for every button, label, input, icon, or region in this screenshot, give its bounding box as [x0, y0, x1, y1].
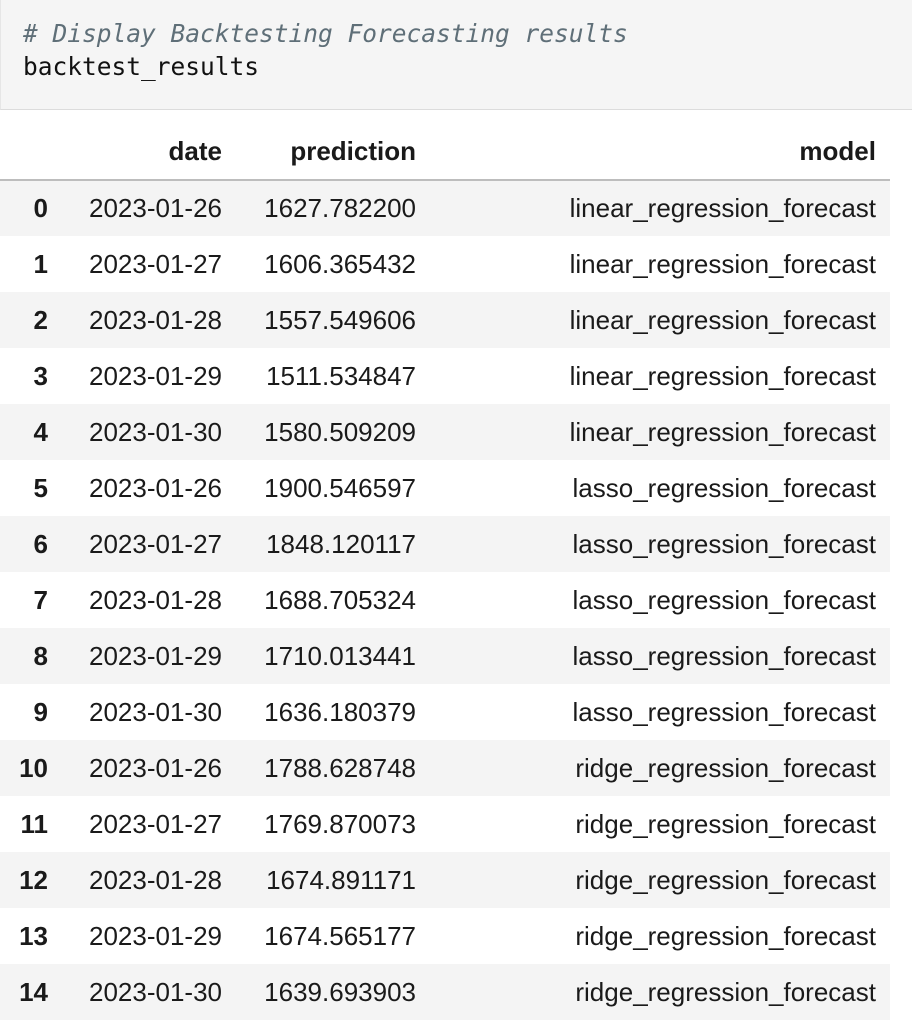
header-prediction: prediction: [236, 124, 430, 181]
model-cell: ridge_regression_forecast: [575, 864, 876, 895]
date-cell: 2023-01-29: [89, 640, 222, 671]
table-row: 13 2023-01-29 1674.565177 ridge_regression_…: [0, 908, 890, 964]
row-index: 11: [20, 808, 49, 839]
row-index: 9: [33, 696, 48, 727]
cell-output: date prediction model 0 2023-01-26 1627.78…: [0, 124, 890, 1020]
row-index: 4: [33, 416, 48, 447]
table-body: 0 2023-01-26 1627.782200 linear_regression_…: [0, 180, 890, 1020]
row-index: 6: [33, 528, 48, 559]
date-cell: 2023-01-26: [89, 193, 222, 223]
code-cell-input[interactable]: # Display Backtesting Forecasting result…: [0, 0, 912, 110]
table-row: 11 2023-01-27 1769.870073 ridge_regression_…: [0, 796, 890, 852]
prediction-cell: 1511.534847: [266, 360, 416, 391]
model-cell: ridge_regression_forecast: [575, 976, 876, 1007]
prediction-cell: 1639.693903: [264, 976, 416, 1007]
table-row: 1 2023-01-27 1606.365432 linear_regression_…: [0, 236, 890, 292]
date-cell: 2023-01-30: [89, 976, 222, 1007]
date-cell: 2023-01-27: [89, 528, 222, 559]
header-index: [0, 124, 62, 181]
table-row: 14 2023-01-30 1639.693903 ridge_regression_…: [0, 964, 890, 1020]
prediction-cell: 1710.013441: [264, 640, 416, 671]
row-index: 1: [33, 248, 48, 279]
table-row: 5 2023-01-26 1900.546597 lasso_regression_f…: [0, 460, 890, 516]
row-index: 5: [33, 472, 48, 503]
prediction-cell: 1788.628748: [264, 752, 416, 783]
row-index: 13: [19, 920, 48, 951]
table-row: 7 2023-01-28 1688.705324 lasso_regression_f…: [0, 572, 890, 628]
header-date: date: [62, 124, 236, 181]
date-cell: 2023-01-28: [89, 864, 222, 895]
model-cell: ridge_regression_forecast: [575, 920, 876, 951]
prediction-cell: 1769.870073: [264, 808, 416, 839]
prediction-cell: 1557.549606: [264, 304, 416, 335]
code-line: backtest_results: [23, 52, 260, 81]
row-index: 10: [19, 752, 48, 783]
date-cell: 2023-01-30: [89, 416, 222, 447]
model-cell: lasso_regression_forecast: [572, 696, 877, 727]
dataframe-table: date prediction model 0 2023-01-26 1627.78…: [0, 124, 890, 1020]
row-index: 3: [33, 360, 48, 391]
model-cell: lasso_regression_forecast: [572, 472, 877, 503]
date-cell: 2023-01-27: [89, 248, 222, 279]
row-index: 2: [33, 304, 48, 335]
date-cell: 2023-01-27: [89, 808, 222, 839]
model-cell: lasso_regression_forecast: [572, 640, 877, 671]
prediction-cell: 1627.782200: [264, 193, 416, 223]
row-index: 7: [33, 584, 48, 615]
prediction-cell: 1674.565177: [264, 920, 416, 951]
code-comment: # Display Backtesting Forecasting result…: [23, 19, 628, 48]
table-row: 9 2023-01-30 1636.180379 lasso_regression_f…: [0, 684, 890, 740]
date-cell: 2023-01-28: [89, 304, 222, 335]
header-model: model: [430, 124, 890, 181]
table-row: 6 2023-01-27 1848.120117 lasso_regression_f…: [0, 516, 890, 572]
model-cell: lasso_regression_forecast: [572, 584, 877, 615]
prediction-cell: 1636.180379: [264, 696, 416, 727]
table-row: 12 2023-01-28 1674.891171 ridge_regression_…: [0, 852, 890, 908]
table-row: 4 2023-01-30 1580.509209 linear_regression_…: [0, 404, 890, 460]
row-index: 8: [33, 640, 48, 671]
table-row: 10 2023-01-26 1788.628748 ridge_regression_…: [0, 740, 890, 796]
row-index: 14: [19, 976, 48, 1007]
prediction-cell: 1848.120117: [266, 528, 416, 559]
row-index: 0: [33, 193, 48, 223]
table-row: 0 2023-01-26 1627.782200 linear_regression_…: [0, 180, 890, 236]
prediction-cell: 1580.509209: [264, 416, 416, 447]
date-cell: 2023-01-26: [89, 472, 222, 503]
model-cell: linear_regression_forecast: [569, 360, 876, 391]
prediction-cell: 1674.891171: [266, 864, 416, 895]
table-row: 3 2023-01-29 1511.534847 linear_regression_…: [0, 348, 890, 404]
prediction-cell: 1900.546597: [264, 472, 416, 503]
model-cell: lasso_regression_forecast: [572, 528, 877, 559]
table-row: 8 2023-01-29 1710.013441 lasso_regression_f…: [0, 628, 890, 684]
prediction-cell: 1606.365432: [264, 248, 416, 279]
date-cell: 2023-01-26: [89, 752, 222, 783]
model-cell: linear_regression_forecast: [569, 304, 876, 335]
model-cell: linear_regression_forecast: [569, 248, 876, 279]
model-cell: ridge_regression_forecast: [575, 808, 876, 839]
date-cell: 2023-01-29: [89, 920, 222, 951]
model-cell: linear_regression_forecast: [569, 193, 876, 223]
model-cell: linear_regression_forecast: [569, 416, 876, 447]
date-cell: 2023-01-30: [89, 696, 222, 727]
table-row: 2 2023-01-28 1557.549606 linear_regression_…: [0, 292, 890, 348]
date-cell: 2023-01-28: [89, 584, 222, 615]
prediction-cell: 1688.705324: [264, 584, 416, 615]
row-index: 12: [19, 864, 48, 895]
date-cell: 2023-01-29: [89, 360, 222, 391]
model-cell: ridge_regression_forecast: [575, 752, 876, 783]
table-header-row: date prediction model: [0, 124, 890, 181]
